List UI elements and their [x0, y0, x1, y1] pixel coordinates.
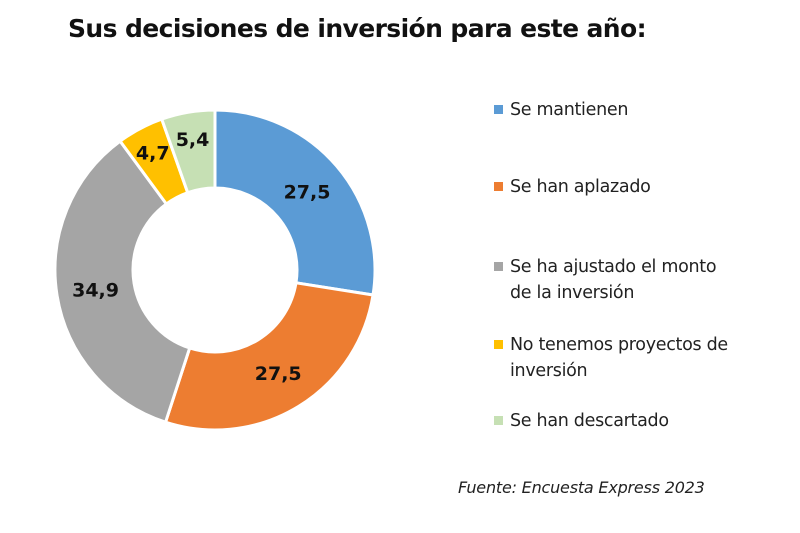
legend-item-se-ha-ajustado: Se ha ajustado el monto de la inversión	[494, 254, 740, 306]
legend-item-no-tenemos: No tenemos proyectos de inversión	[494, 332, 740, 384]
legend-label: Se han aplazado	[510, 177, 651, 197]
slice-label-2: 34,9	[72, 279, 119, 301]
legend-item-se-mantienen: Se mantienen	[494, 97, 780, 123]
legend-label: Se ha ajustado el monto de la inversión	[510, 257, 717, 303]
chart-title: Sus decisiones de inversión para este añ…	[0, 14, 800, 43]
legend-swatch	[494, 262, 503, 271]
legend-item-se-han-aplazado: Se han aplazado	[494, 174, 780, 200]
slice-label-3: 4,7	[136, 142, 170, 164]
donut-slice-0	[213, 108, 377, 297]
chart-title-text: Sus decisiones de inversión para este añ…	[68, 14, 647, 43]
slice-label-0: 27,5	[284, 181, 331, 203]
legend-swatch	[494, 182, 503, 191]
donut-slice-2	[53, 139, 192, 425]
slice-label-4: 5,4	[176, 129, 210, 151]
donut-slice-1	[163, 281, 375, 432]
legend-swatch	[494, 105, 503, 114]
legend-swatch	[494, 416, 503, 425]
donut-slice-4	[159, 108, 217, 195]
donut-slices	[53, 108, 377, 432]
legend-label: No tenemos proyectos de inversión	[510, 335, 728, 381]
source-note: Fuente: Encuesta Express 2023	[458, 478, 705, 497]
slice-label-1: 27,5	[255, 363, 302, 385]
legend-label: Se han descartado	[510, 411, 669, 431]
legend-item-se-han-descartado: Se han descartado	[494, 408, 780, 434]
slice-labels: 27,5 27,5 34,9 4,7 5,4	[72, 129, 330, 385]
legend-label: Se mantienen	[510, 100, 629, 120]
legend-swatch	[494, 340, 503, 349]
